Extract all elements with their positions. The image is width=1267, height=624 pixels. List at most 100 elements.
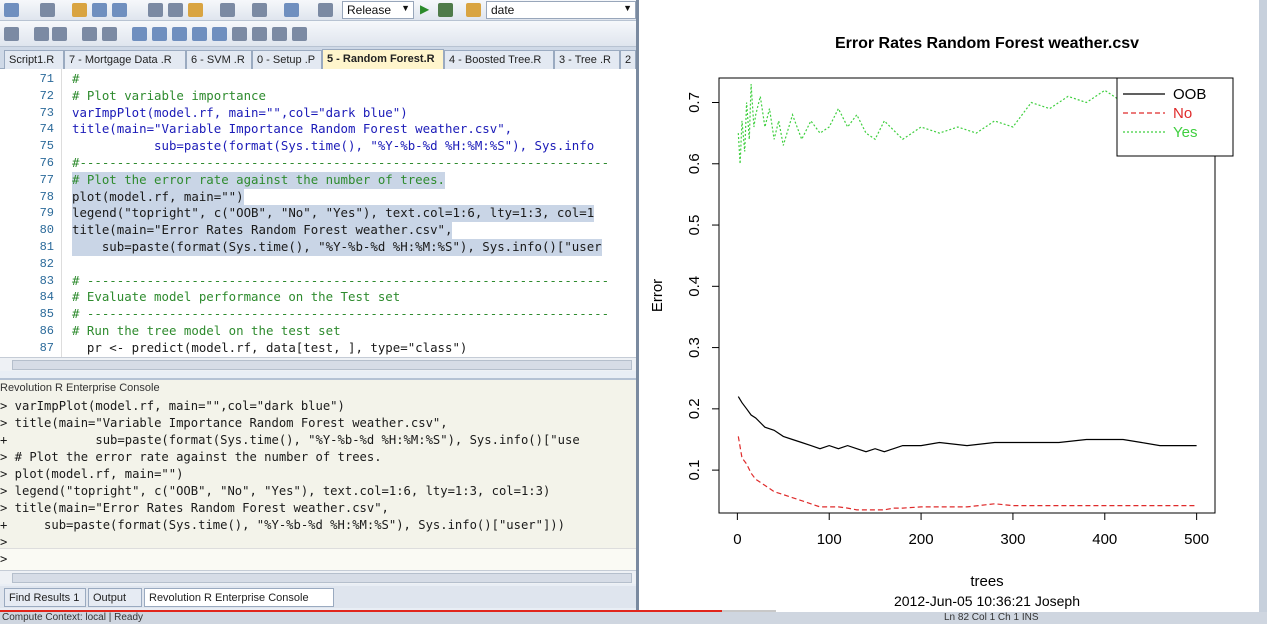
save-icon[interactable] [92, 3, 107, 17]
bottom-tab-bar: Find Results 1 Output Revolution R Enter… [0, 586, 636, 608]
code-line: pr <- predict(model.rf, data[test, ], ty… [72, 340, 468, 355]
line-number: 75 [39, 139, 54, 153]
chart-title: Error Rates Random Forest weather.csv [835, 35, 1139, 52]
x-tick-label: 0 [733, 531, 741, 548]
copy-icon[interactable] [168, 3, 183, 17]
indent-icon[interactable] [34, 27, 49, 41]
tab-random-forest[interactable]: 5 - Random Forest.R [322, 49, 444, 69]
bookmark-icon[interactable] [132, 27, 147, 41]
line-number: 78 [39, 190, 54, 204]
bookmark-prev-icon[interactable] [152, 27, 167, 41]
search-input[interactable]: date ▼ [486, 1, 636, 19]
navigate-icon[interactable] [284, 3, 299, 17]
save-all-icon[interactable] [112, 3, 127, 17]
editor-horizontal-scrollbar[interactable] [0, 357, 636, 371]
line-number-gutter: 71 72 73 74 75 76 77 78 79 80 81 82 83 8… [0, 69, 62, 357]
code-line: # --------------------------------------… [72, 273, 610, 288]
tab-svm[interactable]: 6 - SVM .R [186, 50, 252, 69]
x-tick-label: 300 [1000, 531, 1025, 548]
x-axis-label: trees [970, 573, 1003, 590]
tab-label: 3 - Tree .R [559, 54, 611, 66]
options-icon[interactable] [292, 27, 307, 41]
tab-setup[interactable]: 0 - Setup .P [252, 50, 322, 69]
series-line-oob [737, 396, 1197, 453]
console-input[interactable]: > [0, 548, 636, 572]
line-number: 87 [39, 341, 54, 355]
legend-box [1116, 77, 1234, 157]
code-line: # Plot variable importance [72, 88, 266, 103]
tab-label: 4 - Boosted Tree.R [449, 54, 542, 66]
editor-tab-bar: Script1.R 7 - Mortgage Data .R 6 - SVM .… [0, 47, 636, 69]
y-tick-label: 0.5 [686, 215, 703, 236]
undo-icon[interactable] [220, 3, 235, 17]
code-editor[interactable]: 71 72 73 74 75 76 77 78 79 80 81 82 83 8… [0, 69, 636, 357]
bookmark-next-icon[interactable] [172, 27, 187, 41]
font-size-icon[interactable] [4, 27, 19, 41]
error-rate-chart: Error Rates Random Forest weather.csv 201… [649, 35, 1234, 609]
line-number: 73 [39, 106, 54, 120]
configuration-select[interactable]: Release ▼ [342, 1, 414, 19]
locals-icon[interactable] [272, 27, 287, 41]
tab-label: 6 - SVM .R [191, 54, 245, 66]
tab-script1[interactable]: Script1.R [4, 50, 64, 69]
y-tick-label: 0.6 [686, 153, 703, 174]
find-icon[interactable] [466, 3, 481, 17]
ide-window: Release ▼ ▶ date ▼ Script1.R 7 - Mortgage … [0, 0, 636, 608]
breakpoint-icon[interactable] [232, 27, 247, 41]
cut-icon[interactable] [148, 3, 163, 17]
status-right: Ln 82 Col 1 Ch 1 INS [944, 612, 1039, 623]
redo-icon[interactable] [252, 3, 267, 17]
bookmark-clear-icon[interactable] [212, 27, 227, 41]
legend-label-oob: OOB [1173, 86, 1206, 103]
y-axis-label: Error [649, 279, 666, 312]
code-line-selected: # Plot the error rate against the number… [72, 172, 445, 189]
x-tick-label: 400 [1092, 531, 1117, 548]
chart-subtitle: 2012-Jun-05 10:36:21 Joseph [894, 593, 1080, 609]
tab-console[interactable]: Revolution R Enterprise Console [144, 588, 334, 607]
watch-icon[interactable] [252, 27, 267, 41]
tab-tree[interactable]: 3 - Tree .R [554, 50, 620, 69]
line-number: 86 [39, 324, 54, 338]
console-line: > # Plot the error rate against the numb… [0, 450, 382, 464]
uncomment-icon[interactable] [102, 27, 117, 41]
console-panel[interactable]: Revolution R Enterprise Console > varImp… [0, 378, 636, 578]
plot-box [718, 77, 1216, 514]
edit-toolbar [0, 21, 636, 47]
tab-label: Script1.R [9, 54, 55, 66]
configuration-value: Release [347, 3, 392, 17]
tab-mortgage-data[interactable]: 7 - Mortgage Data .R [64, 50, 186, 69]
console-line: > title(main="Variable Importance Random… [0, 416, 448, 430]
open-folder-icon[interactable] [72, 3, 87, 17]
plot-frame: Error Rates Random Forest weather.csv 201… [636, 0, 1261, 612]
comment-icon[interactable] [82, 27, 97, 41]
outdent-icon[interactable] [52, 27, 67, 41]
bookmark-folder-icon[interactable] [192, 27, 207, 41]
code-line-selected: legend("topright", c("OOB", "No", "Yes")… [72, 205, 595, 222]
scrollbar-thumb[interactable] [12, 360, 632, 370]
paste-icon[interactable] [188, 3, 203, 17]
tab-label: 7 - Mortgage Data .R [69, 54, 172, 66]
console-line: > varImpPlot(model.rf, main="",col="dark… [0, 399, 345, 413]
run-to-cursor-icon[interactable] [438, 3, 453, 17]
main-toolbar: Release ▼ ▶ date ▼ [0, 0, 636, 21]
window-icon[interactable] [318, 3, 333, 17]
console-horizontal-scrollbar[interactable] [0, 570, 636, 584]
y-tick-label: 0.2 [686, 398, 703, 419]
tab-more[interactable]: 2 [620, 50, 636, 69]
status-bar: Compute Context: local | Ready Ln 82 Col… [0, 612, 1267, 624]
line-number: 74 [39, 122, 54, 136]
tab-boosted-tree[interactable]: 4 - Boosted Tree.R [444, 50, 554, 69]
console-line: > legend("topright", c("OOB", "No", "Yes… [0, 484, 551, 498]
console-prompt: > [0, 552, 8, 566]
scrollbar-thumb[interactable] [12, 573, 632, 583]
run-icon[interactable]: ▶ [420, 2, 430, 16]
y-tick-label: 0.7 [686, 92, 703, 113]
plot-vertical-scrollbar[interactable] [1259, 0, 1267, 612]
tab-output[interactable]: Output [88, 588, 142, 607]
console-title: Revolution R Enterprise Console [0, 382, 160, 394]
code-line-selected: plot(model.rf, main="") [72, 189, 244, 206]
tab-find-results[interactable]: Find Results 1 [4, 588, 86, 607]
new-file-icon[interactable] [4, 3, 19, 17]
legend-label-no: No [1173, 105, 1192, 122]
new-project-icon[interactable] [40, 3, 55, 17]
